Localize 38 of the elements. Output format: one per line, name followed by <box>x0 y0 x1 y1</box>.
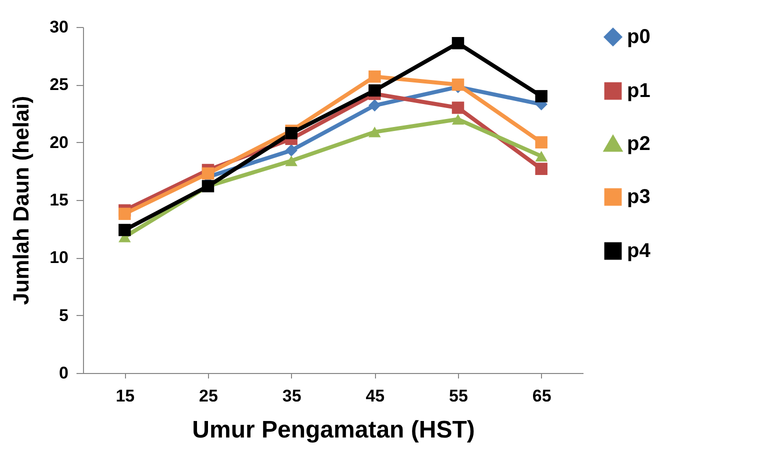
y-tick-label: 5 <box>59 306 68 325</box>
point <box>452 114 464 125</box>
x-tick-label: 15 <box>116 386 135 406</box>
point <box>452 102 464 114</box>
y-tick-label: 20 <box>50 132 68 152</box>
point <box>202 167 214 180</box>
x-axis-title: Umur Pengamatan (HST) <box>192 416 475 444</box>
point <box>535 136 548 148</box>
point <box>452 37 464 50</box>
point <box>368 99 381 112</box>
x-tick-label: 25 <box>199 386 218 406</box>
x-tick-label: 65 <box>532 386 552 406</box>
point <box>285 126 298 140</box>
legend-label: p1 <box>627 80 650 102</box>
point <box>452 78 464 91</box>
point <box>535 150 548 162</box>
point <box>368 70 381 83</box>
point <box>368 126 381 138</box>
x-tick-label: 55 <box>449 386 468 406</box>
legend-label: p0 <box>627 26 650 48</box>
legend-label: p3 <box>627 186 650 208</box>
y-tick-label: 10 <box>50 248 68 268</box>
point <box>118 224 131 236</box>
x-tick-label: 35 <box>282 386 302 406</box>
point <box>118 208 131 220</box>
point <box>285 144 298 157</box>
legend-label: p4 <box>627 240 652 262</box>
point <box>535 90 548 102</box>
point <box>368 84 381 97</box>
y-tick-label: 30 <box>50 18 68 36</box>
y-tick-label: 25 <box>50 75 68 94</box>
x-tick-label: 45 <box>366 386 385 406</box>
point <box>285 155 298 166</box>
y-tick-label: 0 <box>59 364 68 382</box>
y-axis-title: Jumlah Daun (helai) <box>8 96 34 306</box>
legend-label: p2 <box>627 133 650 155</box>
point <box>535 162 548 175</box>
y-tick-label: 15 <box>50 190 68 210</box>
